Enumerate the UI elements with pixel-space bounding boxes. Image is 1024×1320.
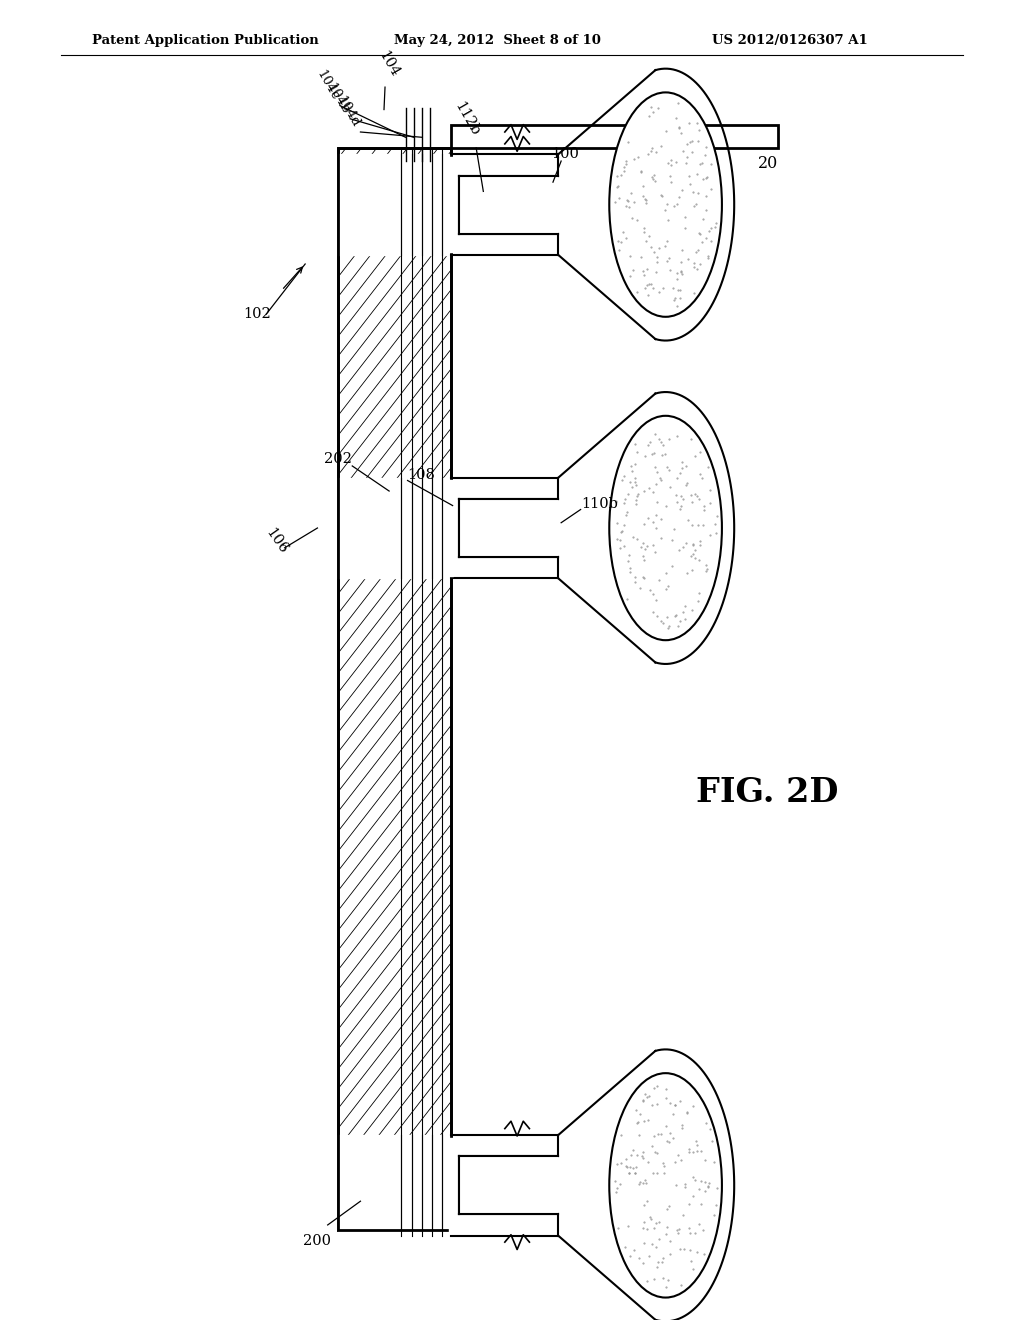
Text: 108: 108: [408, 469, 435, 482]
Text: 104c: 104c: [314, 69, 341, 103]
Text: 106: 106: [263, 525, 290, 557]
Text: 102: 102: [244, 308, 271, 321]
Text: 104b: 104b: [324, 81, 352, 116]
Text: 104d: 104d: [334, 94, 362, 129]
Text: 104: 104: [376, 48, 402, 79]
Text: 110b: 110b: [582, 498, 618, 511]
Text: 112b: 112b: [452, 100, 482, 139]
Text: 20: 20: [758, 156, 778, 172]
Ellipse shape: [609, 1073, 722, 1298]
Bar: [459, 176, 558, 234]
Text: Patent Application Publication: Patent Application Publication: [92, 34, 318, 48]
Text: 100: 100: [551, 147, 579, 161]
Text: May 24, 2012  Sheet 8 of 10: May 24, 2012 Sheet 8 of 10: [394, 34, 601, 48]
Text: FIG. 2D: FIG. 2D: [696, 776, 839, 808]
Bar: [338, 148, 451, 1230]
Bar: [338, 148, 451, 1230]
Bar: [459, 499, 558, 557]
Text: 200: 200: [303, 1234, 332, 1249]
Text: 202: 202: [325, 453, 352, 466]
Bar: [451, 125, 778, 148]
Text: US 2012/0126307 A1: US 2012/0126307 A1: [712, 34, 867, 48]
Bar: [459, 1156, 558, 1214]
Ellipse shape: [609, 92, 722, 317]
Bar: [338, 148, 451, 1230]
Ellipse shape: [609, 416, 722, 640]
